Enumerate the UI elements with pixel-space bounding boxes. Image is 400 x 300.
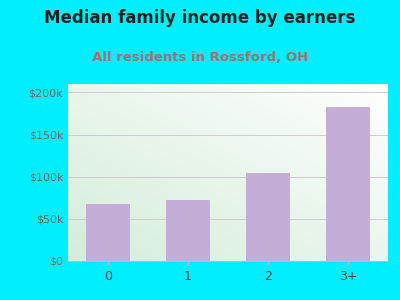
Bar [166, 200, 210, 261]
Text: All residents in Rossford, OH: All residents in Rossford, OH [92, 51, 308, 64]
Bar [86, 204, 130, 261]
Bar [326, 107, 370, 261]
Text: Median family income by earners: Median family income by earners [44, 9, 356, 27]
Bar [246, 172, 290, 261]
